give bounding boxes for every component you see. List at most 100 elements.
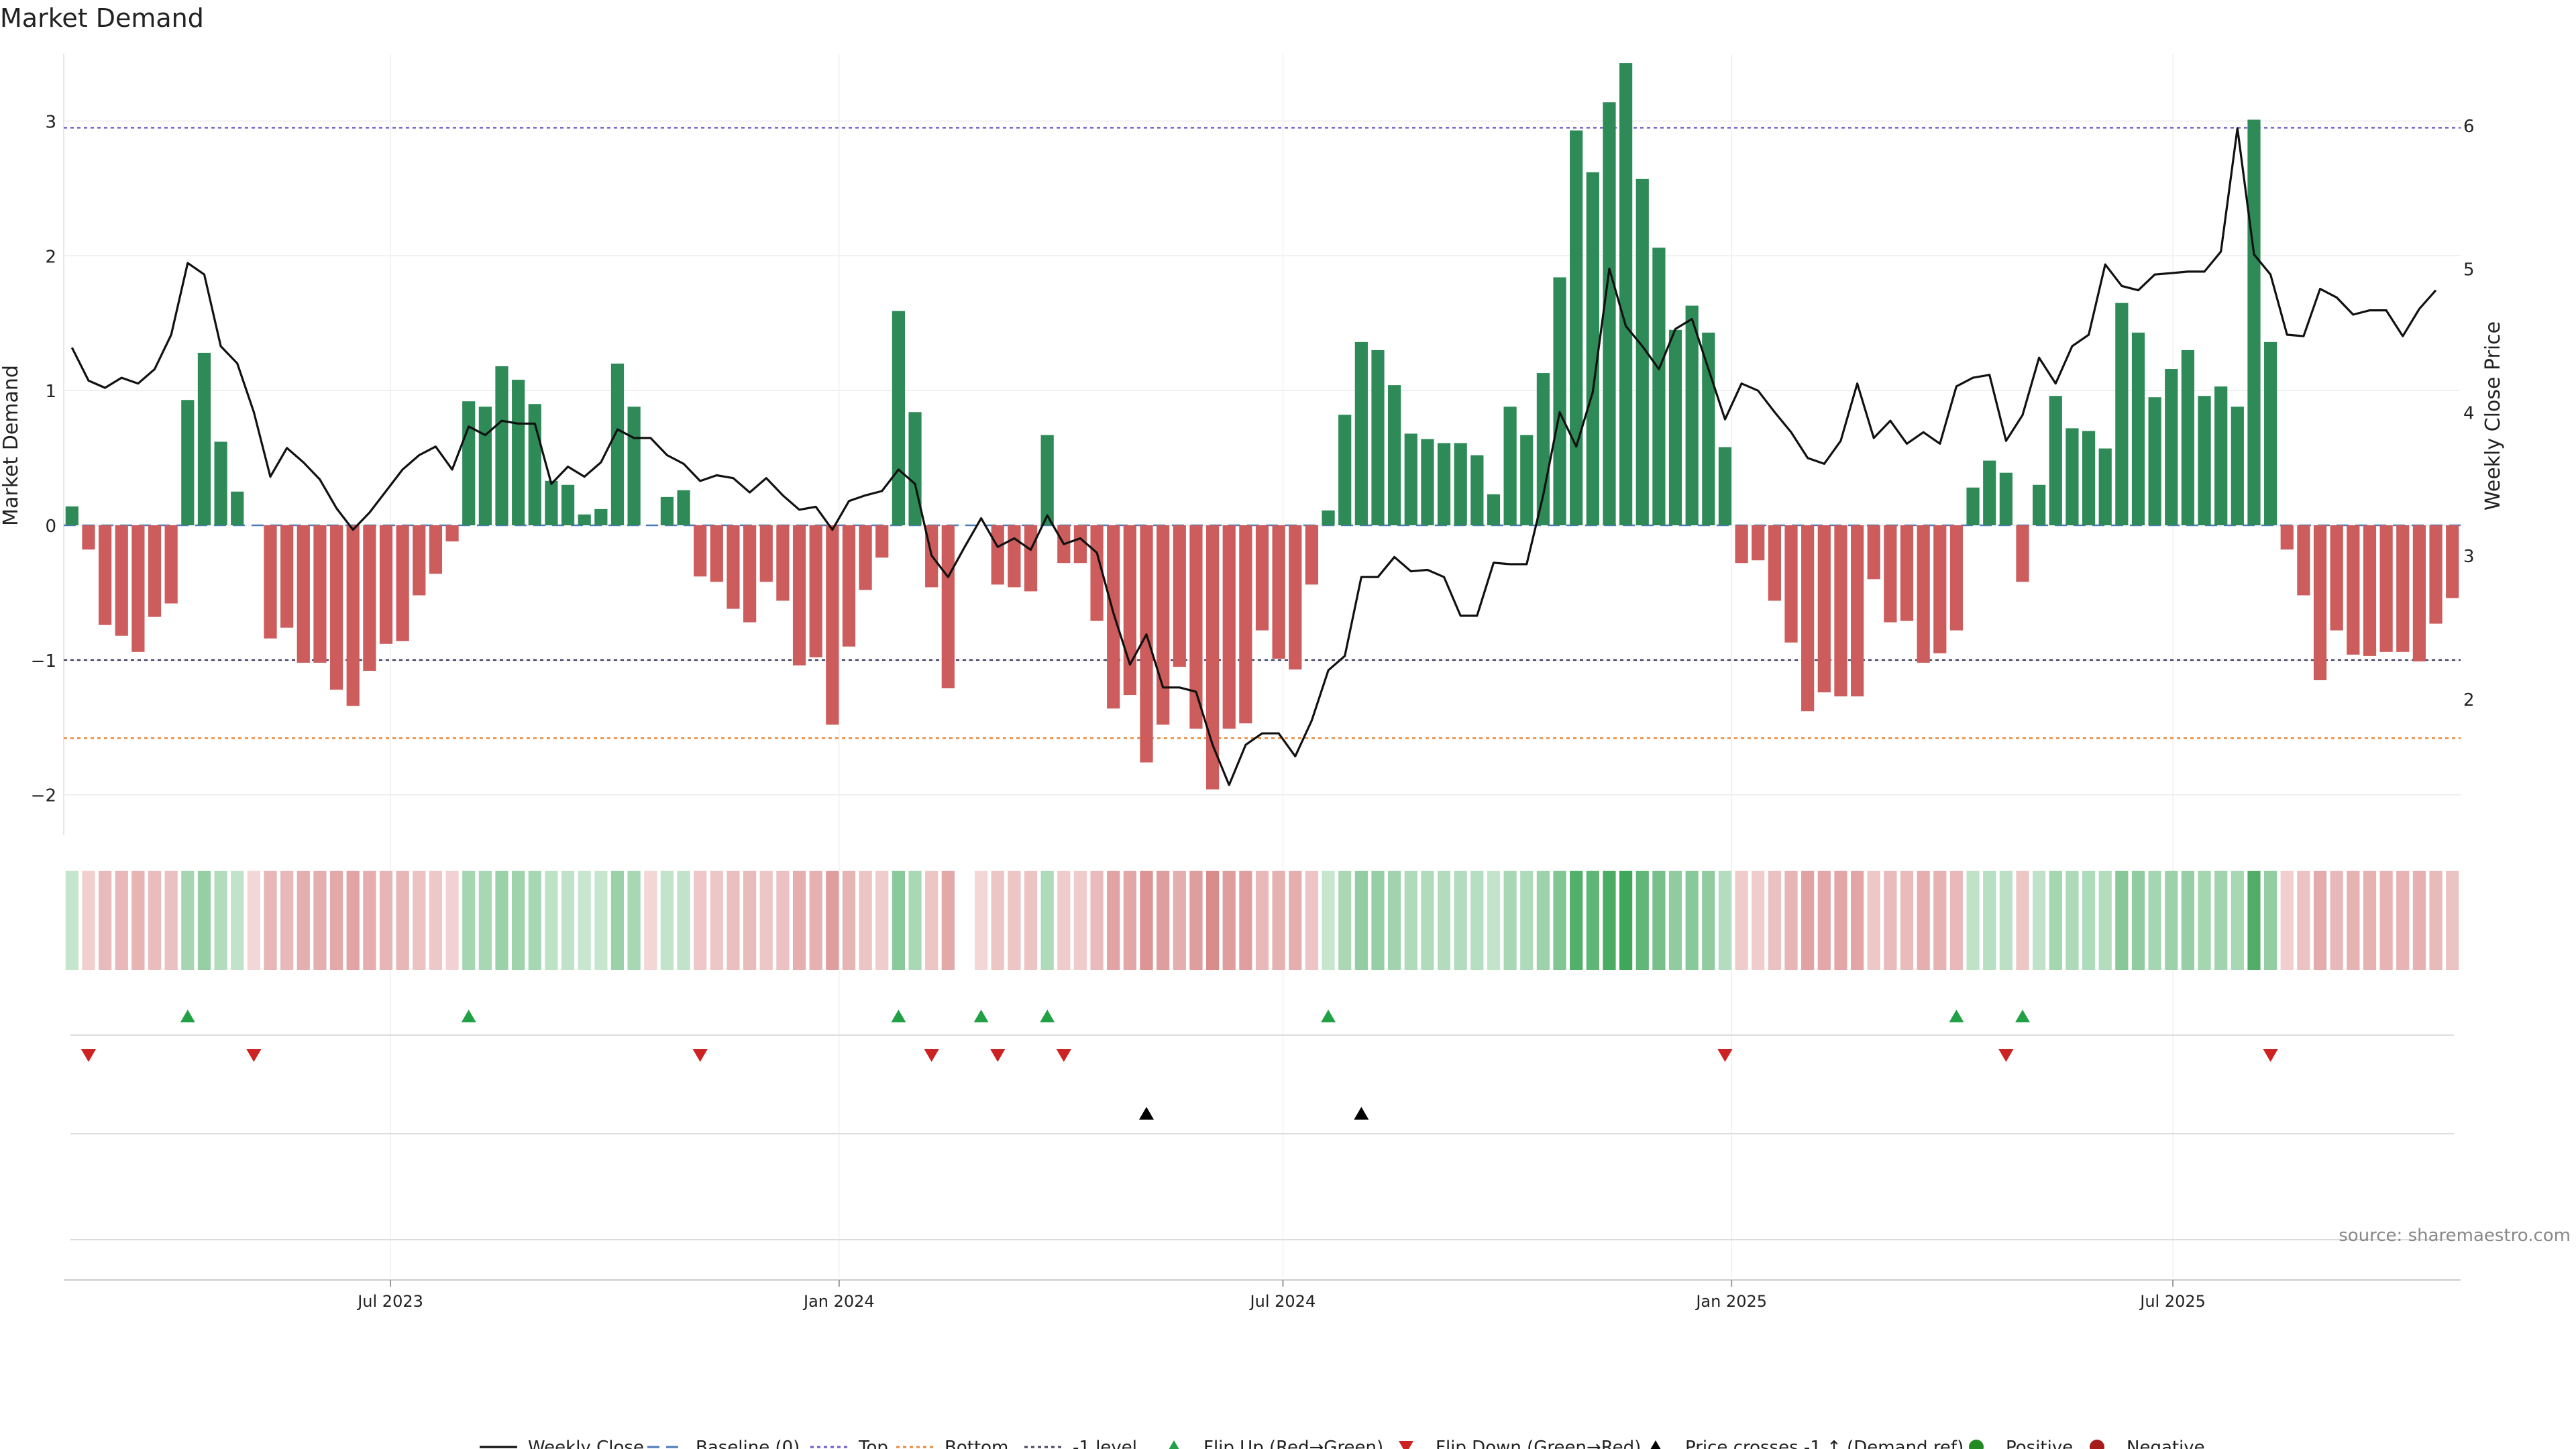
heat-cell <box>1768 871 1781 970</box>
heat-cell <box>2330 871 2343 970</box>
heat-cell <box>2412 871 2426 970</box>
heat-cell <box>346 871 360 970</box>
demand-bar <box>1536 373 1550 526</box>
demand-bar <box>512 380 525 526</box>
heat-cell <box>610 871 625 970</box>
demand-bar <box>1322 510 1335 526</box>
heat-cell <box>1668 871 1682 970</box>
heat-cell <box>2231 871 2244 970</box>
demand-bar <box>743 525 757 623</box>
demand-bar <box>2148 397 2161 526</box>
flip-up-marker <box>1321 1010 1336 1022</box>
heat-cell <box>1685 871 1699 970</box>
demand-bar <box>1503 407 1517 526</box>
demand-bar <box>2280 525 2294 550</box>
heat-cell <box>1801 871 1815 970</box>
heat-cell <box>264 871 277 970</box>
demand-bar <box>1586 172 1599 526</box>
flip-down-marker <box>1717 1049 1733 1062</box>
heat-cell <box>1752 871 1765 970</box>
demand-bar <box>2098 448 2112 526</box>
heat-cell <box>214 871 227 970</box>
y-tick-label: 3 <box>45 112 56 132</box>
heat-cell <box>1371 871 1385 970</box>
heat-cell <box>131 871 145 970</box>
demand-bar <box>1024 525 1038 592</box>
heat-cell <box>792 871 806 970</box>
heat-cell <box>2280 871 2294 970</box>
demand-bar <box>82 525 95 550</box>
demand-bar <box>1553 277 1566 526</box>
demand-bar <box>1735 525 1748 564</box>
demand-bar <box>892 311 905 526</box>
heat-cell <box>759 871 773 970</box>
y-tick-label: 0 <box>45 517 56 537</box>
demand-bar <box>2429 525 2443 624</box>
heat-cell <box>1784 871 1798 970</box>
source-note: source: sharemaestro.com <box>2339 1226 2571 1246</box>
demand-bar <box>809 525 822 657</box>
demand-bar <box>677 490 690 526</box>
y2-tick-label: 2 <box>2463 690 2475 710</box>
demand-bar <box>594 508 608 526</box>
demand-bar <box>1884 525 1897 623</box>
y2-axis-ticks: 2 3 4 5 6 <box>2463 117 2475 710</box>
heat-cell <box>925 871 938 970</box>
flip-up-marker <box>461 1010 476 1022</box>
demand-bar <box>1487 494 1501 526</box>
heat-cell <box>1635 871 1649 970</box>
demand-bar <box>1768 525 1781 601</box>
demand-bar <box>2247 119 2261 526</box>
y-axis-ticks: −2 −1 0 1 2 3 <box>31 112 56 806</box>
legend-label: Weekly Close <box>528 1438 644 1449</box>
weekly-close-line <box>70 127 2437 786</box>
legend-label: -1 level <box>1073 1438 1137 1449</box>
heat-cell <box>644 871 657 970</box>
demand-bar <box>694 525 707 577</box>
demand-bar <box>1371 350 1385 526</box>
demand-bar <box>413 525 426 596</box>
demand-bar <box>1718 447 1732 526</box>
demand-bar <box>1635 178 1649 526</box>
demand-bar <box>1949 525 1964 631</box>
heat-cell <box>82 871 95 970</box>
price-cross-marker <box>1139 1107 1155 1120</box>
reference-lines <box>64 127 2461 739</box>
y2-tick-label: 5 <box>2463 260 2475 280</box>
heat-cell <box>1189 871 1203 970</box>
demand-bar <box>462 401 476 526</box>
demand-bar <box>561 484 575 526</box>
heat-cell <box>1966 871 1980 970</box>
demand-bar <box>396 525 409 641</box>
heat-cell <box>379 871 393 970</box>
demand-bar <box>1685 305 1699 526</box>
demand-heat-strip <box>65 871 2459 970</box>
heat-cell <box>495 871 508 970</box>
heat-cell <box>2181 871 2195 970</box>
demand-bar <box>1668 329 1682 526</box>
demand-bar <box>545 480 558 526</box>
heat-cell <box>1388 871 1401 970</box>
demand-bar <box>115 525 128 636</box>
heat-cell <box>2115 871 2129 970</box>
legend-label: Positive <box>2006 1438 2073 1449</box>
gridlines <box>63 54 2461 1278</box>
legend-marker-positive <box>1969 1440 1984 1449</box>
legend-label: Baseline (0) <box>696 1438 800 1449</box>
heat-cell <box>710 871 723 970</box>
heat-cell <box>1603 871 1616 970</box>
demand-bar <box>181 400 195 526</box>
heat-cell <box>842 871 856 970</box>
demand-bar <box>264 525 277 639</box>
x-tick-label: Jul 2025 <box>2139 1292 2206 1311</box>
heat-cell <box>1354 871 1368 970</box>
demand-bar <box>1983 460 1996 526</box>
demand-bar <box>991 525 1004 585</box>
demand-bar <box>1222 525 1236 729</box>
heat-cell <box>1933 871 1947 970</box>
heat-cell <box>1949 871 1964 970</box>
y2-axis-label: Weekly Close Price <box>2481 321 2505 511</box>
demand-bar <box>1272 525 1285 659</box>
flip-down-marker <box>692 1049 708 1062</box>
legend-marker-negative <box>2090 1440 2104 1449</box>
